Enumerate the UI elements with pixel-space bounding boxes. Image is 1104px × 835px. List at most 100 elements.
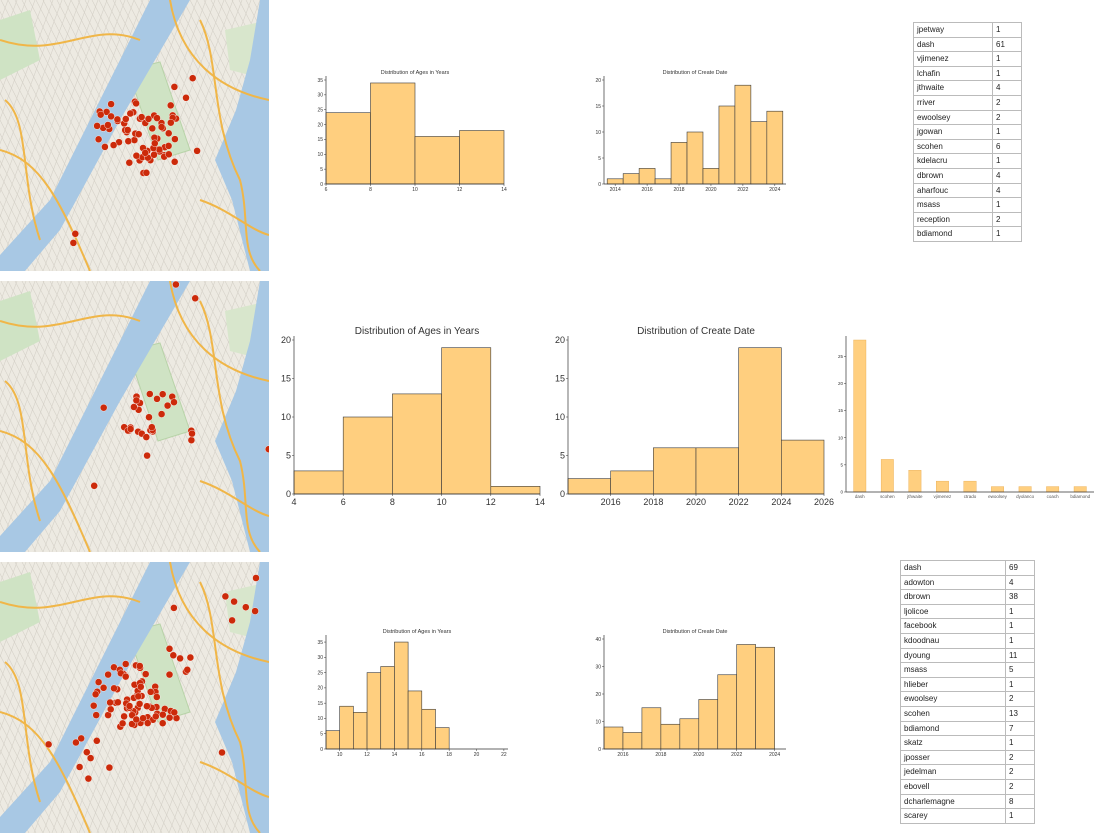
y-tick-label: 10 (595, 719, 601, 725)
count-cell: 1 (992, 153, 1022, 169)
y-tick-label: 20 (317, 686, 323, 692)
histogram-bar (380, 666, 395, 750)
bar (1073, 486, 1087, 493)
username-cell: ewoolsey (913, 109, 993, 126)
chart-title: Distribution of Ages in Years (355, 326, 480, 337)
table-row: kdoodnau 1 (900, 632, 1035, 649)
count-cell: 6 (992, 138, 1022, 155)
map-row-1[interactable] (0, 0, 269, 271)
x-tick-label: ctrado (964, 494, 977, 499)
x-tick-label: 10 (412, 187, 418, 193)
count-cell: 4 (992, 182, 1022, 199)
x-tick-label: coach (1047, 494, 1060, 499)
histogram-bar (738, 347, 782, 495)
table-row: scohen 13 (900, 705, 1035, 722)
x-tick-label: 2020 (693, 752, 704, 758)
count-cell: 2 (1005, 778, 1035, 795)
count-cell: 1 (992, 124, 1022, 140)
x-tick-label: 2022 (729, 497, 749, 507)
y-tick-label: 30 (595, 664, 601, 670)
map-row-3[interactable] (0, 562, 269, 833)
x-tick-label: 2020 (705, 187, 716, 193)
table-row: scohen 6 (913, 138, 1022, 155)
x-tick-label: 10 (437, 497, 447, 507)
table-row: ljolicoe 1 (900, 603, 1035, 620)
histogram-bar (459, 130, 505, 185)
histogram-bar (407, 690, 423, 750)
x-tick-label: 2018 (643, 497, 663, 507)
histogram-bar (342, 416, 393, 495)
histogram-bar (370, 82, 416, 185)
date-histogram-row-1: Distribution of Create Date 2014 2016 2018 2… (594, 68, 790, 198)
username-cell: jedelman (900, 764, 1006, 780)
histogram-bar (686, 131, 704, 185)
x-tick-label: 14 (535, 497, 545, 507)
y-tick-label: 0 (320, 182, 323, 188)
table-row: dbrown 4 (913, 167, 1022, 184)
histogram-bar (654, 178, 672, 185)
x-tick-label: 14 (392, 752, 398, 758)
histogram-bar (567, 478, 611, 495)
table-row: ebovell 2 (900, 778, 1035, 795)
table-row: jgowan 1 (913, 124, 1022, 140)
y-tick-label: 10 (317, 716, 323, 722)
histogram-bar (766, 110, 784, 185)
username-cell: jposser (900, 749, 1006, 766)
x-tick-label: 2026 (814, 497, 834, 507)
y-tick-label: 30 (317, 655, 323, 661)
username-cell: bdiamond (900, 720, 1006, 737)
ages-histogram-row-2: Distribution of Ages in Years 4 6 8 10 12 14 0 5… (276, 322, 545, 508)
date-histogram-row-3: Distribution of Create Date 2016 2018 2020 2… (594, 627, 790, 761)
table-row: facebook 1 (900, 618, 1035, 634)
count-cell: 4 (992, 167, 1022, 184)
y-tick-label: 0 (286, 489, 291, 499)
chart-title: Distribution of Ages in Years (381, 70, 450, 76)
username-cell: jgowan (913, 124, 993, 140)
table-row: ewoolsey 2 (900, 691, 1035, 707)
y-tick-label: 10 (281, 412, 291, 422)
histogram-bar (717, 674, 738, 750)
username-cell: msass (913, 197, 993, 213)
username-cell: dbrown (913, 167, 993, 184)
count-cell: 69 (1005, 560, 1035, 576)
count-cell: 2 (1005, 764, 1035, 780)
y-tick-label: 15 (595, 104, 601, 110)
y-tick-label: 0 (598, 182, 601, 188)
y-tick-label: 20 (838, 381, 844, 386)
y-tick-label: 20 (317, 122, 323, 128)
x-tick-label: 6 (325, 187, 328, 193)
table-row: kdelacru 1 (913, 153, 1022, 169)
table-row: ewoolsey 2 (913, 109, 1022, 126)
table-row: jposser 2 (900, 749, 1035, 766)
histogram-bar (679, 718, 700, 750)
bar (991, 486, 1004, 493)
username-cell: dash (913, 36, 993, 53)
x-tick-label: dyolanco (1016, 494, 1035, 499)
username-cell: scohen (900, 705, 1006, 722)
y-tick-label: 15 (317, 137, 323, 143)
count-cell: 2 (1005, 691, 1035, 707)
y-tick-label: 25 (317, 107, 323, 113)
count-cell: 4 (1005, 574, 1035, 591)
ages-histogram-row-3: Distribution of Ages in Years 10 12 14 16 18 2… (312, 627, 512, 761)
username-cell: hlieber (900, 676, 1006, 693)
y-tick-label: 0 (320, 747, 323, 753)
street-map-icon (0, 281, 269, 552)
x-tick-label: 10 (337, 752, 343, 758)
histogram-bar (392, 393, 442, 495)
y-tick-label: 35 (317, 78, 323, 84)
count-cell: 2 (1005, 749, 1035, 766)
x-tick-label: 2016 (642, 187, 653, 193)
username-cell: lchafin (913, 65, 993, 82)
username-cell: dyoung (900, 647, 1006, 664)
x-tick-label: 2024 (769, 187, 780, 193)
histogram-bar (394, 641, 409, 750)
histogram-bar (718, 105, 736, 185)
table-row: bdiamond 7 (900, 720, 1035, 737)
x-tick-label: 2022 (731, 752, 742, 758)
x-tick-label: 2018 (673, 187, 684, 193)
map-row-2[interactable] (0, 281, 269, 552)
table-row: scarey 1 (900, 808, 1035, 824)
table-row: adowton 4 (900, 574, 1035, 591)
histogram-bar (734, 84, 752, 185)
